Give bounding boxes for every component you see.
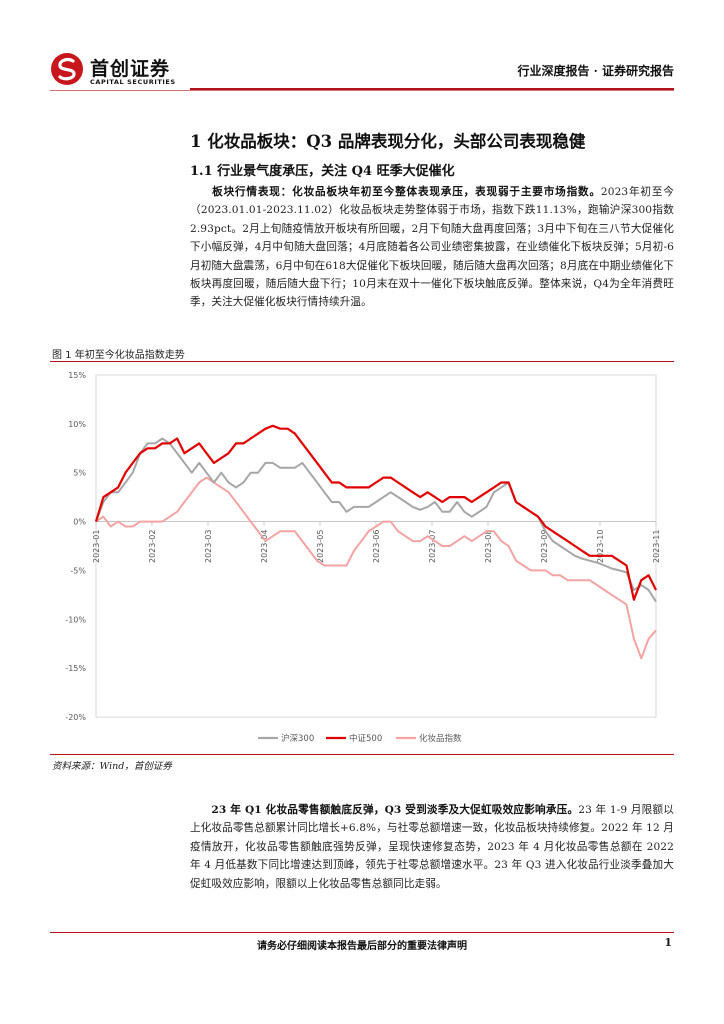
plot-area (95, 374, 657, 718)
series-line-1 (95, 437, 657, 603)
x-tick-label: 2023-02 (148, 530, 157, 563)
subsection-heading: 1.1 行业景气度承压，关注 Q4 旺季大促催化 (190, 164, 455, 179)
legend-label: 化妆品指数 (419, 733, 462, 744)
figure-divider-top (50, 361, 674, 362)
x-tick-label: 2023-05 (316, 530, 325, 563)
x-tick-label: 2023-01 (92, 530, 101, 563)
figure-title: 图 1 年初至今化妆品指数走势 (52, 350, 185, 361)
series-line-3 (95, 476, 657, 660)
y-tick-label: -10% (65, 615, 86, 624)
cosmetics-index-line-chart: 15% 10% 5% 0% -5% -10% -15% -20% 2023-01 2023-02 2… (65, 371, 661, 744)
page-header: 首创证券 CAPITAL SECURITIES 行业深度报告 · 证券研究报告 (50, 50, 674, 90)
header-divider (190, 88, 674, 90)
y-tick-label: 15% (68, 371, 86, 380)
y-tick-label: -5% (70, 566, 86, 575)
header-divider-thin (50, 90, 674, 91)
y-tick-label: -20% (65, 713, 86, 722)
paragraph-body: 2023年初至今（2023.01.01-2023.11.02）化妆品板块走势整体… (190, 186, 674, 309)
legend-label: 中证500 (349, 733, 382, 744)
logo-text-cn: 首创证券 (90, 58, 171, 80)
paragraph-body: 23 年 1-9 月限额以上化妆品零售总额累计同比增长+6.8%，与社零总额增速… (190, 804, 674, 890)
section-heading: 1 化妆品板块：Q3 品牌表现分化，头部公司表现稳健 (190, 132, 586, 151)
footer-divider (50, 932, 674, 933)
y-tick-label: 0% (73, 518, 86, 527)
capital-securities-logo-icon (51, 53, 83, 85)
legal-notice: 请务必仔细阅读本报告最后部分的重要法律声明 (257, 941, 467, 952)
paragraph-lead: 板块行情表现：化妆品板块年初至今整体表现承压，表现弱于主要市场指数。 (211, 186, 601, 198)
y-tick-label: 10% (68, 420, 86, 429)
x-tick-label: 2023-03 (204, 530, 213, 563)
x-tick-label: 2023-07 (428, 530, 437, 563)
x-tick-label: 2023-10 (596, 530, 605, 563)
figure-divider-bottom (50, 754, 674, 755)
paragraph-market-performance: 板块行情表现：化妆品板块年初至今整体表现承压，表现弱于主要市场指数。2023年初… (190, 183, 674, 312)
x-tick-label: 2023-06 (372, 530, 381, 563)
report-type: 行业深度报告 · 证券研究报告 (517, 64, 674, 78)
y-tick-label: 5% (73, 469, 86, 478)
x-tick-label: 2023-11 (652, 530, 661, 563)
y-tick-label: -15% (65, 664, 86, 673)
figure-source: 资料来源：Wind，首创证券 (52, 761, 172, 772)
x-tick-label: 2023-09 (540, 530, 549, 563)
logo-text-en: CAPITAL SECURITIES (90, 78, 176, 86)
paragraph-lead: 23 年 Q1 化妆品零售额触底反弹，Q3 受到淡季及大促虹吸效应影响承压。 (211, 804, 579, 816)
page-number: 1 (664, 936, 672, 949)
paragraph-retail-sales: 23 年 Q1 化妆品零售额触底反弹，Q3 受到淡季及大促虹吸效应影响承压。23… (190, 801, 674, 893)
legend-label: 沪深300 (281, 733, 314, 744)
series-line-2 (94, 424, 657, 601)
x-tick-label: 2023-04 (260, 530, 269, 563)
x-tick-label: 2023-08 (484, 530, 493, 563)
